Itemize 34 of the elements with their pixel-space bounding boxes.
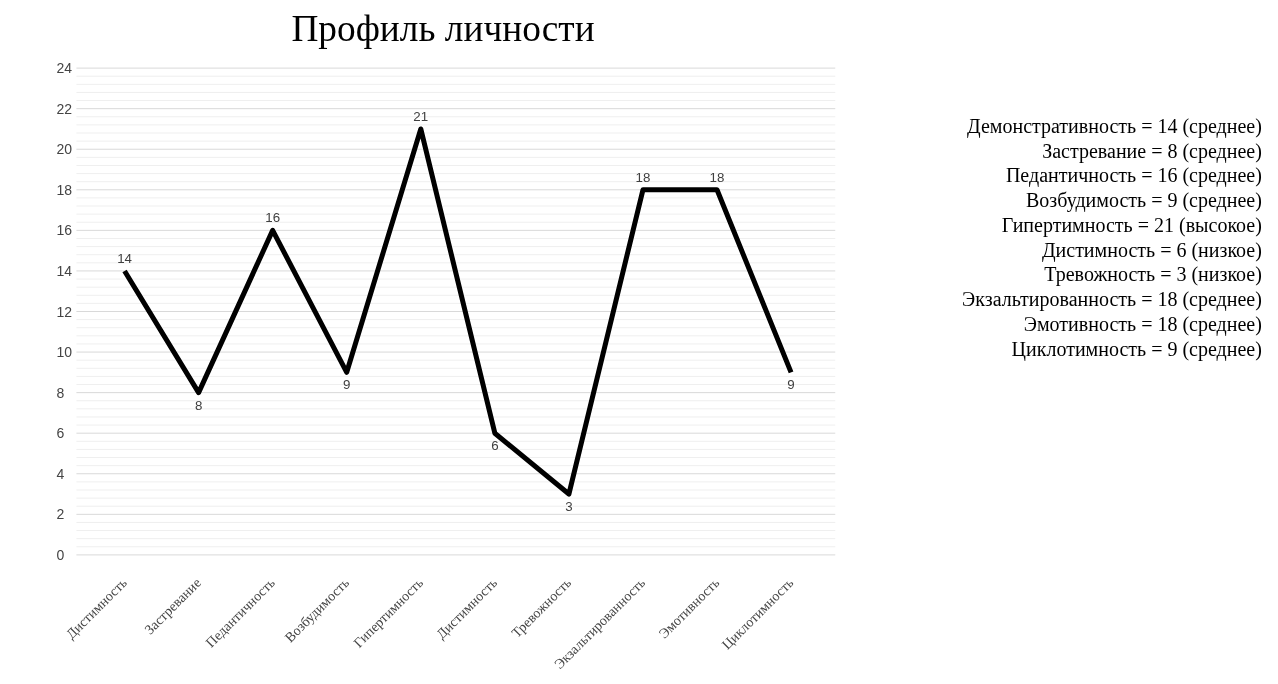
y-tick-label: 14 [56, 262, 73, 279]
text: Тревожность = 3 (низкое) [1044, 263, 1262, 287]
data-label: 18 [635, 169, 651, 185]
y-tick-label: 4 [56, 465, 65, 482]
y-tick-label: 22 [56, 100, 73, 117]
data-label: 3 [565, 499, 573, 515]
data-label: 18 [709, 169, 725, 185]
y-tick-label: 0 [56, 546, 65, 563]
data-label: 9 [787, 377, 795, 393]
data-label: 9 [343, 377, 351, 393]
text: Дистимность = 6 (низкое) [1041, 238, 1262, 262]
data-label: 14 [117, 250, 133, 266]
y-tick-label: 18 [56, 181, 73, 198]
data-label: 21 [413, 108, 429, 124]
text: Экзальтированность = 18 (среднее) [962, 288, 1262, 312]
chart-title: Профиль личности [291, 7, 595, 49]
y-tick-label: 12 [56, 303, 73, 320]
y-tick-label: 8 [56, 384, 65, 401]
text: Демонстративность = 14 (среднее) [967, 114, 1262, 138]
text: Эмотивность = 18 (среднее) [1023, 312, 1262, 336]
text: Циклотимность = 9 (среднее) [1011, 337, 1262, 361]
y-tick-label: 2 [56, 506, 65, 523]
y-tick-label: 6 [56, 425, 65, 442]
y-tick-label: 24 [56, 60, 73, 77]
y-tick-label: 16 [56, 222, 73, 239]
y-tick-label: 20 [56, 141, 73, 158]
text: Педантичность = 16 (среднее) [1005, 164, 1262, 188]
data-label: 8 [194, 397, 203, 413]
text: Гипертимность = 21 (высокое) [1001, 213, 1262, 237]
data-label: 6 [491, 438, 499, 454]
data-label: 16 [265, 210, 281, 226]
text: Застревание = 8 (среднее) [1042, 139, 1262, 163]
y-tick-label: 10 [56, 344, 73, 361]
text: Возбудимость = 9 (среднее) [1026, 189, 1262, 213]
